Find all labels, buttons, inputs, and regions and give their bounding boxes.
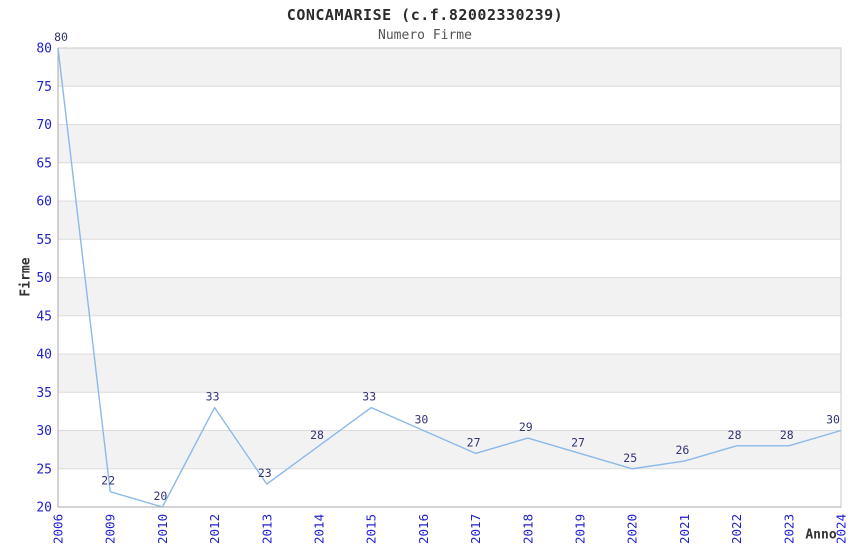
data-point-label: 23 — [258, 466, 272, 480]
x-tick-label: 2015 — [364, 514, 379, 544]
plot-bands — [58, 48, 841, 469]
y-tick-label: 25 — [36, 462, 52, 477]
data-point-label: 29 — [519, 420, 533, 434]
x-tick-label: 2021 — [677, 514, 692, 544]
x-tick-label: 2013 — [259, 514, 274, 544]
x-tick-label: 2009 — [103, 514, 118, 544]
data-point-label: 28 — [780, 428, 794, 442]
data-point-labels: 80 22 20 33 23 28 33 30 27 29 27 25 26 28 28 30 — [54, 30, 840, 503]
x-tick-label: 2019 — [573, 514, 588, 544]
x-tick-label: 2022 — [729, 514, 744, 544]
y-tick-label: 20 — [36, 501, 52, 516]
band — [58, 48, 841, 87]
band — [58, 201, 841, 240]
data-point-label: 30 — [414, 413, 428, 427]
x-tick-label: 2014 — [312, 514, 327, 544]
grid-lines — [58, 47, 841, 508]
data-point-label: 28 — [310, 428, 324, 442]
y-tick-label: 40 — [36, 348, 52, 363]
band — [58, 124, 841, 163]
y-tick-label: 60 — [36, 195, 52, 210]
band — [58, 430, 841, 469]
chart-subtitle: Numero Firme — [378, 28, 472, 43]
data-point-label: 27 — [467, 435, 481, 449]
data-point-label: 26 — [675, 443, 689, 457]
band — [58, 354, 841, 393]
x-tick-label: 2016 — [416, 514, 431, 544]
data-point-label: 27 — [571, 435, 585, 449]
y-tick-label: 55 — [36, 233, 52, 248]
x-tick-labels: 2006 2009 2010 2012 2013 2014 2015 2016 2017 2018… — [51, 514, 849, 544]
y-tick-label: 45 — [36, 309, 52, 324]
x-tick-label: 2006 — [51, 514, 66, 544]
x-tick-label: 2024 — [834, 514, 849, 544]
y-tick-label: 35 — [36, 386, 52, 401]
data-point-label: 25 — [623, 451, 637, 465]
y-tick-labels: 20 25 30 35 40 45 50 55 60 65 70 75 80 — [36, 42, 52, 516]
x-tick-label: 2020 — [625, 514, 640, 544]
x-tick-label: 2010 — [155, 514, 170, 544]
x-tick-label: 2017 — [468, 514, 483, 544]
x-tick-label: 2018 — [520, 514, 535, 544]
y-tick-label: 75 — [36, 80, 52, 95]
y-tick-label: 50 — [36, 271, 52, 286]
x-axis-title: Anno — [805, 527, 837, 543]
data-line — [57, 47, 842, 508]
y-tick-label: 80 — [36, 42, 52, 57]
x-tick-label: 2012 — [207, 514, 222, 544]
data-point-label: 33 — [206, 390, 220, 404]
x-tick-label: 2023 — [781, 514, 796, 544]
data-point-label: 22 — [101, 474, 115, 488]
y-tick-label: 65 — [36, 156, 52, 171]
y-tick-label: 30 — [36, 424, 52, 439]
data-point-label: 80 — [54, 30, 68, 44]
band — [58, 277, 841, 316]
chart-title: CONCAMARISE (c.f.82002330239) — [286, 6, 564, 24]
data-point-label: 33 — [362, 390, 376, 404]
data-point-label: 20 — [153, 489, 167, 503]
data-point-label: 28 — [728, 428, 742, 442]
y-tick-label: 70 — [36, 118, 52, 133]
data-point-label: 30 — [826, 413, 840, 427]
